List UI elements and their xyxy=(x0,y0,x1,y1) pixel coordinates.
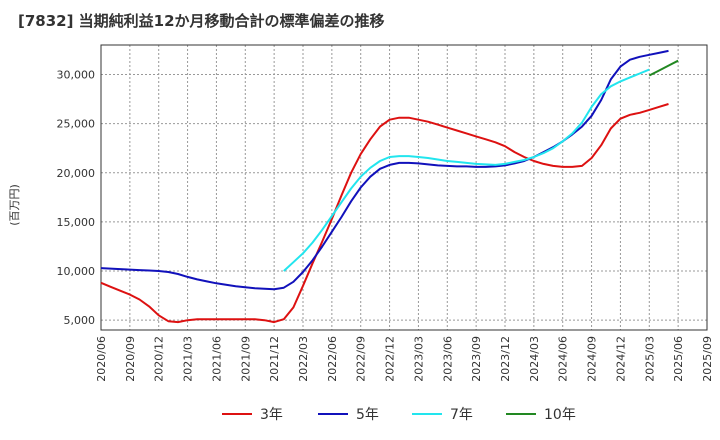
legend-label: 3年 xyxy=(260,407,283,423)
x-tick-label: 2022/09 xyxy=(355,336,368,382)
series-line xyxy=(100,49,669,291)
x-tick-label: 2023/12 xyxy=(499,336,512,382)
x-tick-label: 2024/03 xyxy=(528,336,541,382)
legend-label: 10年 xyxy=(544,407,576,423)
grid-lines xyxy=(100,45,708,330)
x-tick-label: 2021/06 xyxy=(210,336,223,382)
y-tick-label: 15,000 xyxy=(57,216,96,229)
chart-title: [7832] 当期純利益12か月移動合計の標準偏差の推移 xyxy=(18,12,385,30)
y-axis-ticks: 5,000 10,000 15,000 20,000 25,000 30,000 xyxy=(57,68,96,327)
legend-label: 5年 xyxy=(356,407,379,423)
plot-area-border xyxy=(100,44,708,331)
x-tick-label: 2020/12 xyxy=(153,336,166,382)
x-tick-label: 2020/06 xyxy=(95,336,108,382)
y-tick-label: 20,000 xyxy=(57,167,96,180)
x-tick-label: 2021/09 xyxy=(239,336,252,382)
y-tick-label: 10,000 xyxy=(57,265,96,278)
legend: 3年 5年 7年 10年 xyxy=(222,407,576,423)
y-axis-label: (百万円) xyxy=(8,184,21,226)
x-tick-label: 2023/06 xyxy=(441,336,454,382)
x-tick-label: 2025/03 xyxy=(643,336,656,382)
y-tick-label: 30,000 xyxy=(57,68,96,81)
x-axis-ticks: 2020/06 2020/09 2020/12 2021/03 2021/06 2021/… xyxy=(95,336,714,382)
series-line xyxy=(100,103,669,324)
x-tick-label: 2021/03 xyxy=(182,336,195,382)
x-tick-label: 2022/03 xyxy=(297,336,310,382)
x-tick-label: 2022/12 xyxy=(384,336,397,382)
x-tick-label: 2024/09 xyxy=(586,336,599,382)
series-lines xyxy=(100,49,679,324)
x-tick-label: 2024/12 xyxy=(614,336,627,382)
x-tick-label: 2023/09 xyxy=(470,336,483,382)
series-line xyxy=(648,59,679,77)
x-tick-label: 2024/06 xyxy=(557,336,570,382)
x-tick-label: 2020/09 xyxy=(124,336,137,382)
x-tick-label: 2025/06 xyxy=(672,336,685,382)
y-tick-label: 25,000 xyxy=(57,118,96,131)
series-line xyxy=(283,68,650,272)
y-tick-label: 5,000 xyxy=(64,314,96,327)
x-tick-label: 2025/09 xyxy=(701,336,714,382)
legend-label: 7年 xyxy=(450,407,473,423)
x-tick-label: 2021/12 xyxy=(268,336,281,382)
x-tick-label: 2022/06 xyxy=(326,336,339,382)
x-tick-label: 2023/03 xyxy=(412,336,425,382)
